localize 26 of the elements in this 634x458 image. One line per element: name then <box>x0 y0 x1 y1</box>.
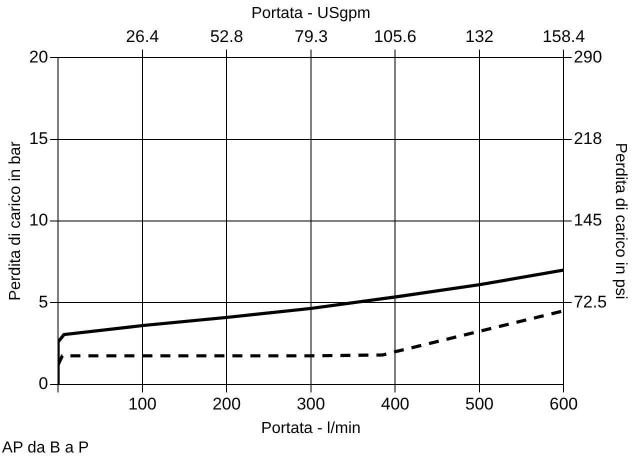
y-tick-label: 15 <box>29 128 48 148</box>
y-axis-title: Perdita di carico in bar <box>7 140 24 301</box>
y2-axis-title: Perdita di carico in psi <box>612 142 629 300</box>
y-tick-label: 20 <box>29 47 48 66</box>
x-tick-label: 200 <box>212 394 241 414</box>
x-tick-label: 600 <box>550 394 578 414</box>
y2-tick-label: 218 <box>574 128 602 148</box>
y-tick-label: 10 <box>29 210 48 230</box>
y-tick-label: 0 <box>38 374 48 394</box>
x-axis-title: Portata - l/min <box>261 420 361 437</box>
x-tick-label: 500 <box>465 394 494 414</box>
y-tick-label: 5 <box>38 292 48 312</box>
x-tick-label: 100 <box>128 394 157 414</box>
y2-tick-label: 145 <box>574 210 602 230</box>
y2-tick-label: 72.5 <box>574 292 607 312</box>
x-tick-label: 300 <box>296 394 326 414</box>
x2-axis-title: Portata - USgpm <box>251 5 370 22</box>
x2-tick-label: 26.4 <box>126 27 159 46</box>
x2-tick-label: 79.3 <box>294 27 328 46</box>
x-tick-label: 400 <box>380 394 410 414</box>
y2-tick-label: 290 <box>574 47 602 66</box>
x2-tick-label: 52.8 <box>210 27 244 46</box>
x2-tick-label: 158.4 <box>542 27 585 46</box>
x2-tick-label: 105.6 <box>374 27 416 46</box>
text: AP da B a P <box>2 439 89 456</box>
x2-tick-label: 132 <box>465 27 494 46</box>
